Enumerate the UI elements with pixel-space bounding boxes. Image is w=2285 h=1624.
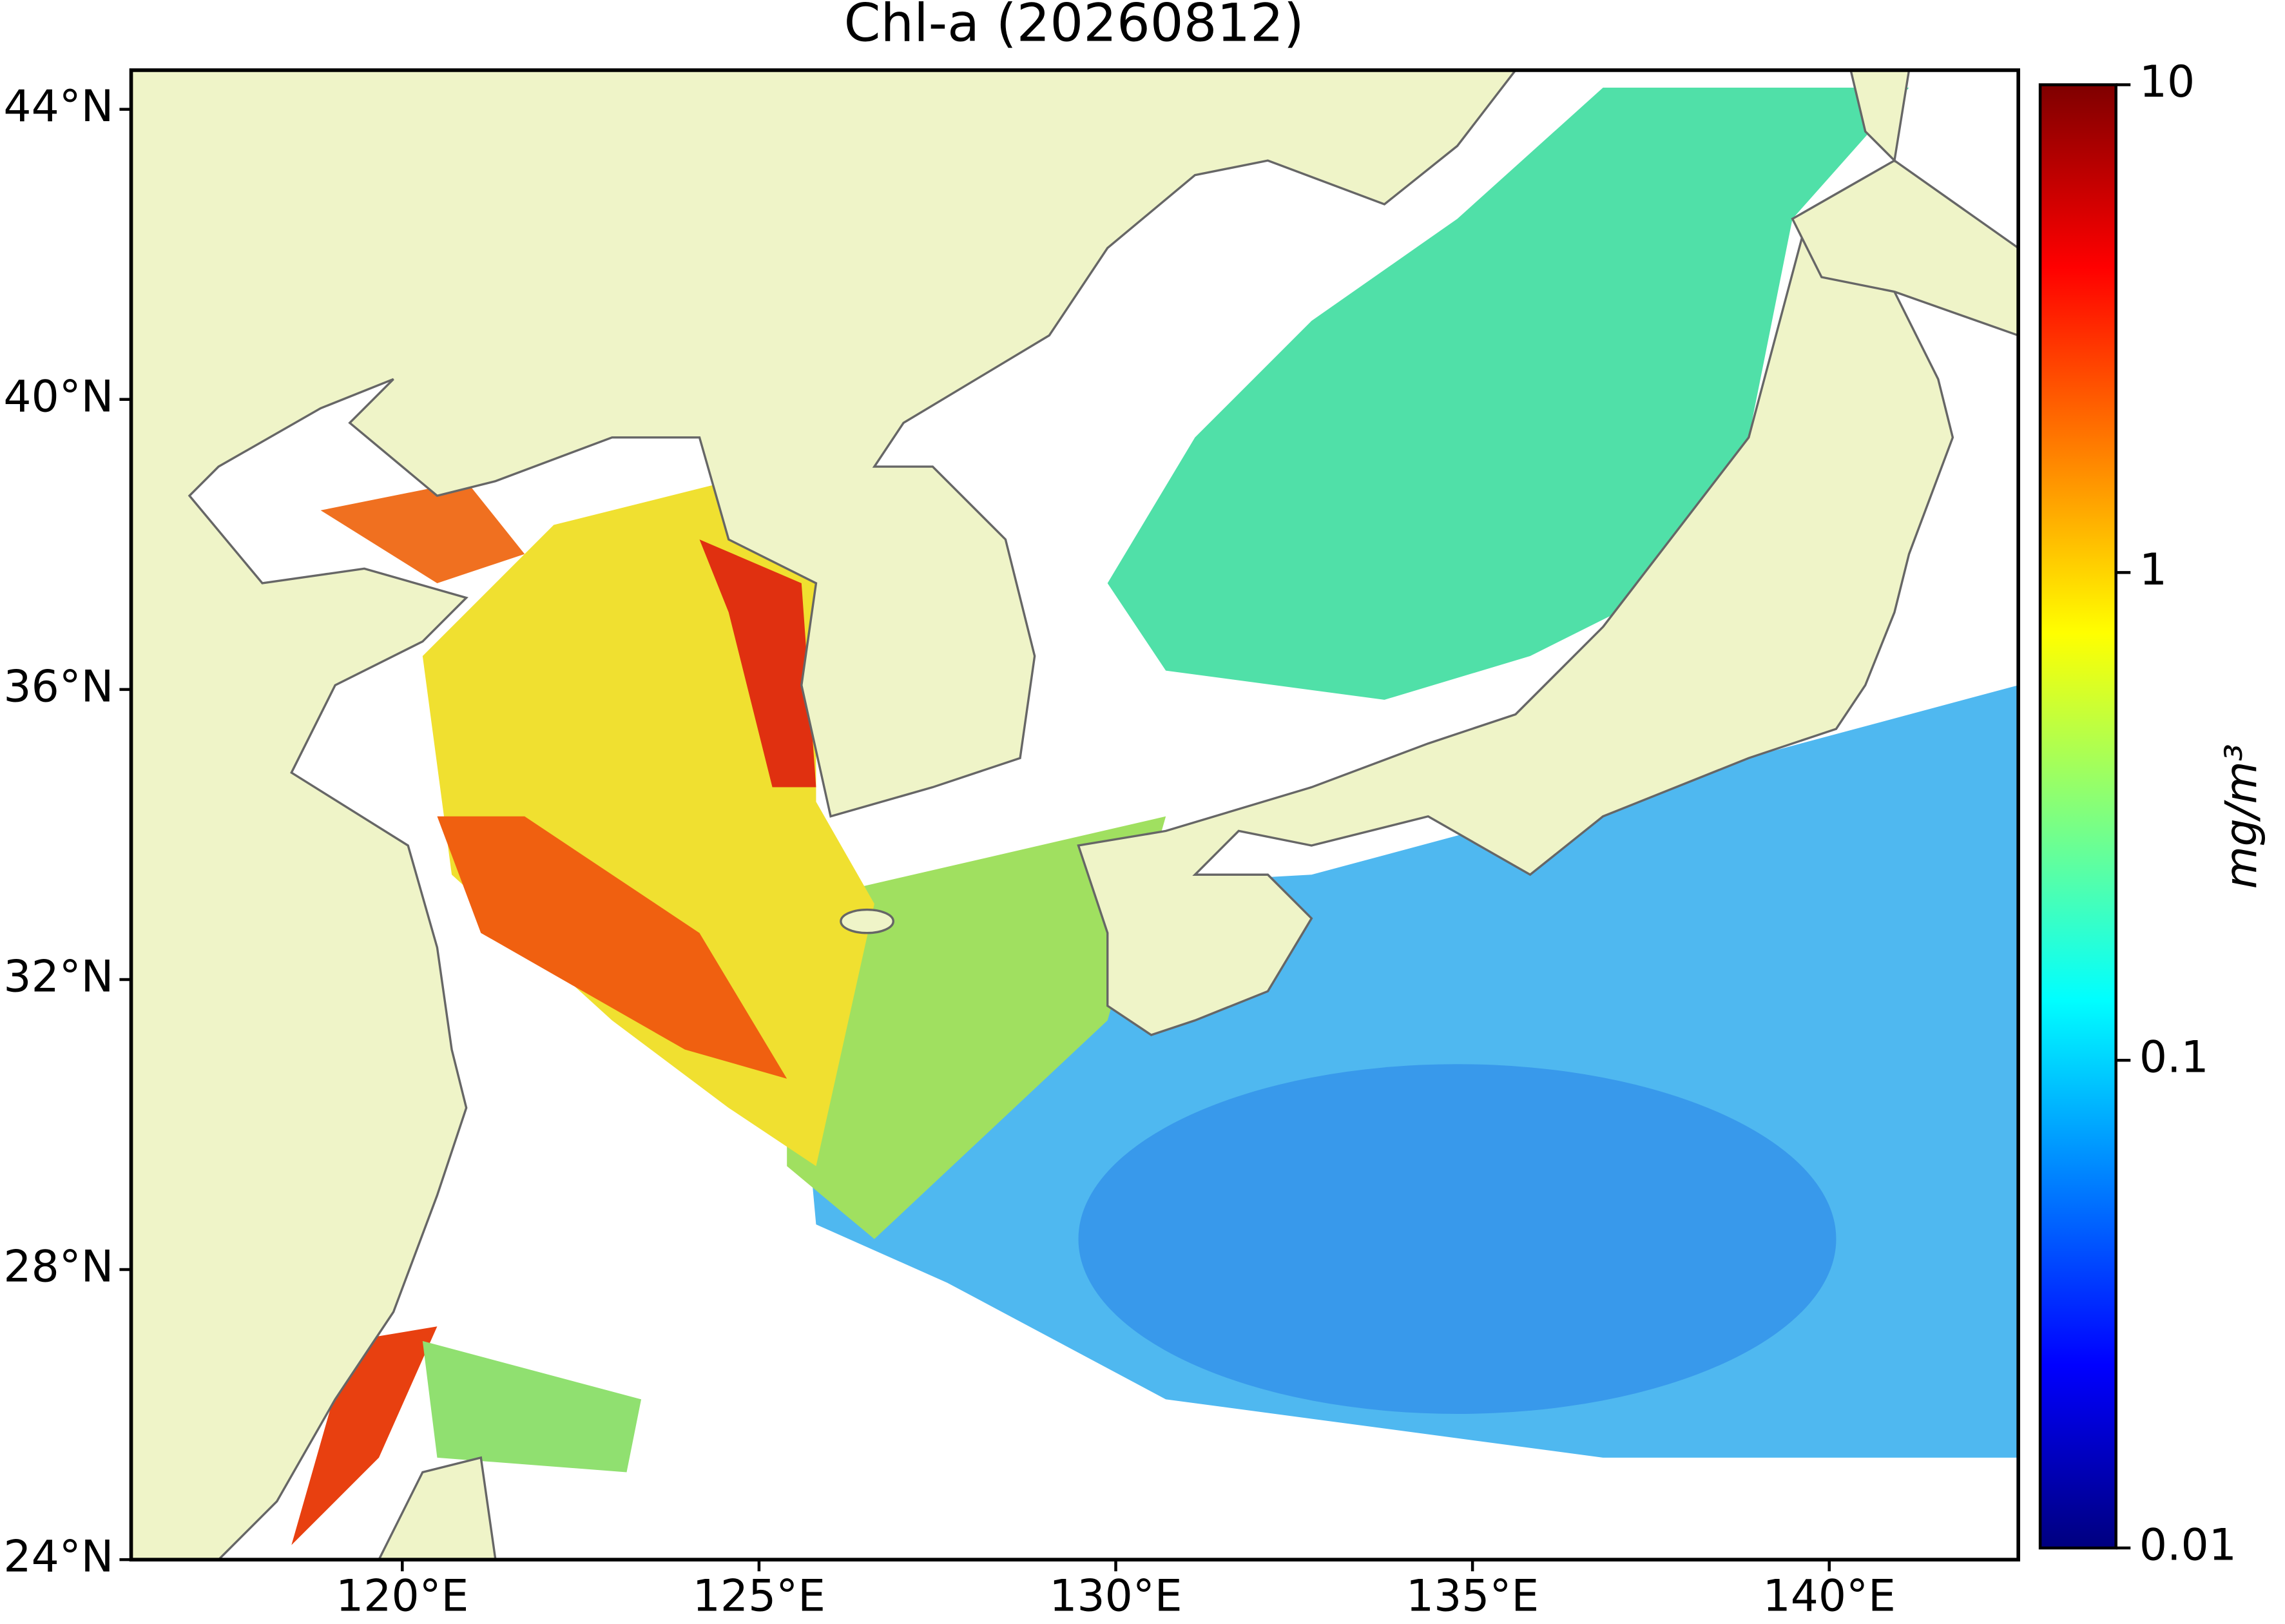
colorbar [2038,83,2117,1550]
x-tick-label: 135°E [1406,1571,1539,1621]
coastal-high [699,539,816,788]
chart-title: Chl-a (20260812) [844,0,1304,54]
land [378,1456,497,1560]
y-tick-label: 28°N [3,1241,113,1292]
chl-field [131,70,2019,1560]
strait-mid [422,1340,642,1473]
axes-frame [129,68,2020,1561]
x-tick-label: 125°E [693,1571,825,1621]
land [1849,70,1911,163]
colorbar-label: mg/m³ [2215,744,2266,889]
y-tick-label: 32°N [3,951,113,1001]
y-tick-label: 40°N [3,371,113,421]
bohai-mid [320,481,525,583]
land [1077,217,1954,1036]
x-tick-label: 130°E [1049,1571,1182,1621]
coastal-high [437,816,787,1079]
colorbar-tick-label: 10 [2139,56,2195,107]
x-tick-label: 140°E [1763,1571,1896,1621]
y-tick-label: 44°N [3,81,113,131]
x-tick-label: 120°E [336,1571,468,1621]
colorbar-tick-label: 0.01 [2139,1520,2237,1571]
sea-of-japan [1107,88,1909,700]
y-tick-label: 24°N [3,1531,113,1582]
island [840,908,894,934]
y-tick-label: 36°N [3,661,113,711]
ocean-lowest [1078,1064,1837,1414]
colorbar-tick-label: 0.1 [2139,1032,2209,1083]
land [131,70,1518,1560]
strait-high [291,1326,438,1545]
colorbar-tick-label: 1 [2139,544,2167,595]
